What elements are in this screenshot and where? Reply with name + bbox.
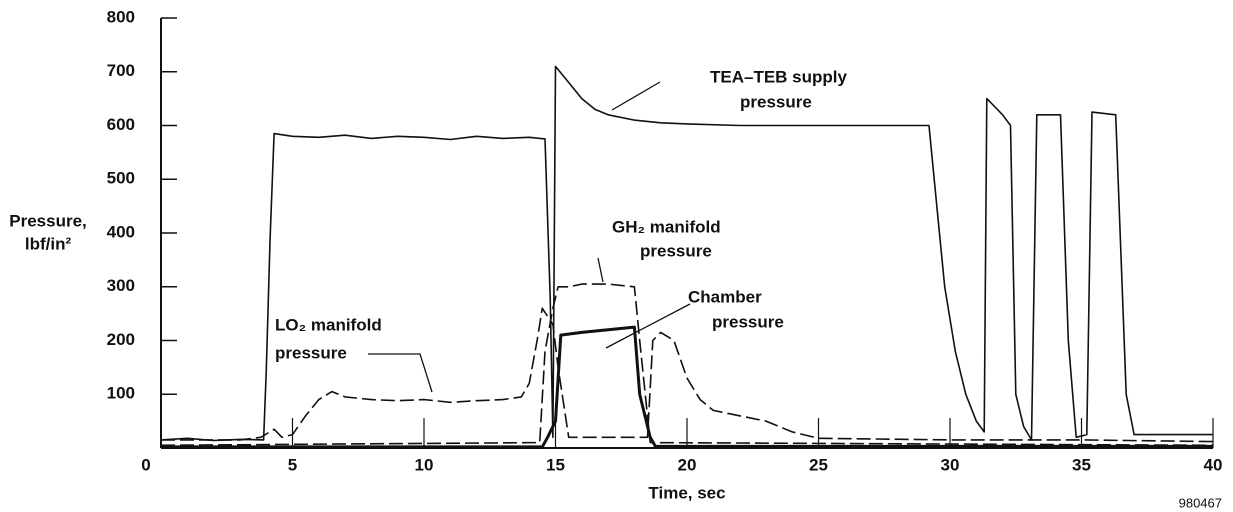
series-line [161,325,1213,449]
x-tick-label: 5 [288,455,297,474]
series-line [161,307,1214,443]
series-line [160,65,1213,442]
leader-line [597,257,604,283]
y-tick-label: 800 [107,7,135,26]
y-axis-label: lbf/in² [25,234,72,253]
x-tick-label: 15 [546,455,565,474]
x-tick-label: 30 [941,455,960,474]
leaders [368,81,691,393]
x-tick-label: 20 [678,455,697,474]
x-axis-label: Time, sec [648,483,725,502]
leader-line [368,353,433,393]
x-tick-label: 40 [1204,455,1223,474]
x-tick-label: 25 [809,455,828,474]
y-tick-label: 700 [107,61,135,80]
series-line [160,283,1214,447]
annotation: LO₂ manifold [275,315,382,334]
figure-number: 980467 [1179,495,1222,510]
annotation: pressure [640,241,712,260]
y-tick-label: 200 [107,330,135,349]
annotation: pressure [712,312,784,331]
y-tick-label: 600 [107,115,135,134]
y-tick-label: 500 [107,169,135,188]
y-axis-label: Pressure, [9,211,87,230]
leader-line [605,303,691,349]
leader-line [611,81,661,111]
annotation: Chamber [688,287,762,306]
annotation: TEA–TEB supply [710,67,848,86]
annotation: pressure [740,92,812,111]
y-tick-label: 300 [107,276,135,295]
annotation: pressure [275,343,347,362]
x-tick-label: 10 [415,455,434,474]
annotation: GH₂ manifold [612,217,721,236]
x-tick-label: 35 [1072,455,1091,474]
origin-label: 0 [141,455,150,474]
y-tick-label: 100 [107,384,135,403]
y-tick-label: 400 [107,222,135,241]
